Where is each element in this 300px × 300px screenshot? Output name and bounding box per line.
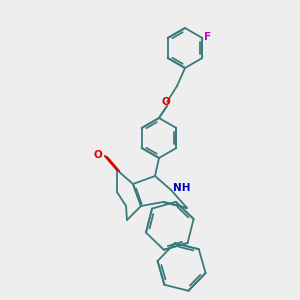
Text: F: F bbox=[204, 32, 211, 42]
Text: O: O bbox=[93, 150, 102, 160]
Text: O: O bbox=[162, 97, 170, 107]
Text: NH: NH bbox=[173, 183, 190, 193]
